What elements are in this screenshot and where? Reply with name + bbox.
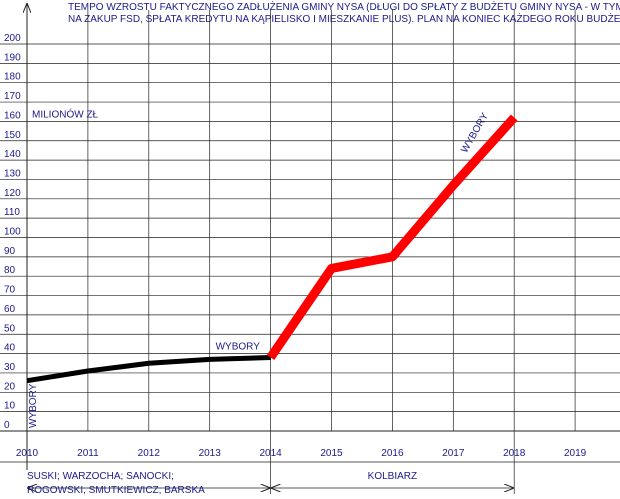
period-label: SUSKI; WARZOCHA; SANOCKI; bbox=[27, 471, 174, 482]
y-tick-label: 110 bbox=[4, 207, 20, 218]
y-tick-label: 200 bbox=[4, 33, 21, 44]
y-tick-label: 130 bbox=[4, 168, 21, 179]
y-tick-label: 20 bbox=[4, 381, 16, 392]
y-tick-label: 170 bbox=[4, 91, 21, 102]
y-tick-label: 100 bbox=[4, 227, 21, 238]
x-tick-label: 2019 bbox=[564, 448, 587, 459]
y-axis-label: MILIONÓW ZŁ bbox=[32, 107, 99, 120]
y-tick-label: 30 bbox=[4, 362, 16, 373]
y-tick-label: 50 bbox=[4, 323, 16, 334]
y-tick-label: 80 bbox=[4, 265, 16, 276]
x-tick-label: 2013 bbox=[199, 448, 222, 459]
y-tick-label: 120 bbox=[4, 188, 21, 199]
y-tick-label: 0 bbox=[4, 420, 10, 431]
x-tick-label: 2015 bbox=[320, 448, 343, 459]
x-tick-label: 2011 bbox=[77, 448, 99, 459]
chart-title: TEMPO WZROSTU FAKTYCZNEGO ZADŁUŻENIA GMI… bbox=[68, 0, 620, 13]
period-label: KOLBIARZ bbox=[368, 471, 417, 482]
annotation: WYBORY bbox=[28, 383, 39, 428]
y-tick-label: 180 bbox=[4, 72, 21, 83]
y-tick-label: 140 bbox=[4, 149, 21, 160]
line-series bbox=[266, 114, 518, 361]
y-tick-label: 160 bbox=[4, 110, 21, 121]
x-tick-label: 2016 bbox=[381, 448, 404, 459]
y-tick-label: 60 bbox=[4, 304, 16, 315]
y-tick-label: 10 bbox=[4, 401, 16, 412]
x-tick-label: 2014 bbox=[259, 448, 282, 459]
x-tick-label: 2017 bbox=[442, 448, 465, 459]
y-tick-label: 90 bbox=[4, 246, 16, 257]
line-series bbox=[26, 354, 271, 384]
period-label: ROGOWSKI; SMUTKIEWICZ; BARSKA bbox=[27, 485, 205, 496]
chart-title: NA ZAKUP FSD, SPŁATA KREDYTU NA KĄPIELIS… bbox=[68, 12, 620, 25]
y-tick-label: 40 bbox=[4, 343, 16, 354]
y-tick-label: 190 bbox=[4, 52, 21, 63]
y-tick-label: 150 bbox=[4, 130, 21, 141]
y-tick-label: 70 bbox=[4, 285, 16, 296]
x-tick-label: 2018 bbox=[503, 448, 526, 459]
x-tick-label: 2012 bbox=[138, 448, 161, 459]
annotation: WYBORY bbox=[216, 341, 261, 352]
